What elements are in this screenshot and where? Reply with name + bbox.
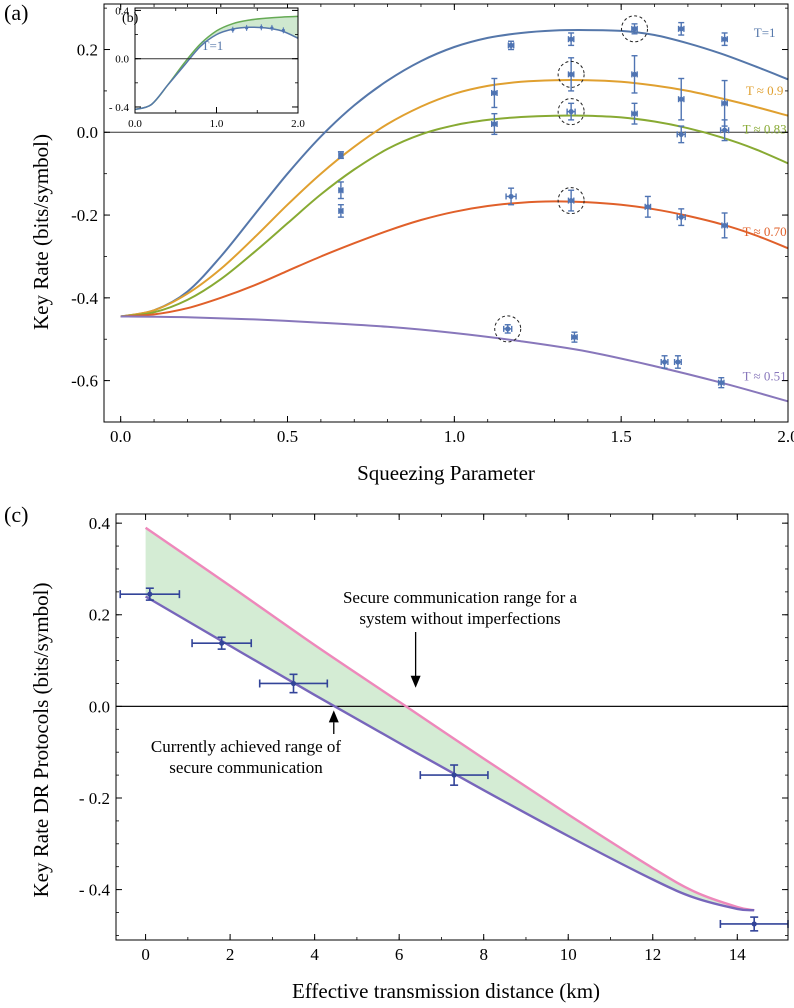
c-point: [452, 772, 457, 777]
a-point-0: [338, 152, 343, 157]
b-point: [231, 28, 234, 31]
panel-a-ylabel: Key Rate (bits/symbol): [29, 134, 53, 330]
a-xtick-label: 2.0: [777, 427, 794, 446]
a-point-4: [719, 380, 724, 385]
a-xtick-label: 0.5: [277, 427, 298, 446]
c-xtick-label: 12: [644, 945, 661, 964]
a-point-0: [679, 26, 684, 31]
b-xtick-label: 1.0: [210, 118, 224, 130]
annotation-achieved-line-1: Currently achieved range of: [151, 737, 342, 756]
a-xtick-label: 0.0: [110, 427, 131, 446]
a-point-1: [679, 97, 684, 102]
a-point-1: [569, 72, 574, 77]
a-ytick-label: -0.6: [71, 372, 98, 391]
a-series-label-0: T=1: [754, 25, 776, 40]
c-annotation-arrowhead-achieved: [329, 710, 339, 722]
a-point-1: [632, 72, 637, 77]
a-ytick-label: 0.0: [77, 123, 98, 142]
a-point-4: [572, 335, 577, 340]
b-xtick-label: 2.0: [291, 118, 305, 130]
a-ytick-label: -0.4: [71, 289, 98, 308]
c-ytick-label: - 0.2: [79, 789, 110, 808]
a-point-4: [505, 326, 510, 331]
a-point-3: [679, 215, 684, 220]
a-point-0: [508, 43, 513, 48]
b-point: [282, 29, 285, 32]
b-series-label: T=1: [202, 38, 224, 53]
a-ytick-label: 0.2: [77, 40, 98, 59]
b-xtick-label: 0.0: [128, 118, 142, 130]
a-series-label-3: T ≈ 0.70: [743, 224, 787, 239]
a-point-0: [632, 26, 637, 31]
c-xtick-label: 2: [226, 945, 235, 964]
b-point: [270, 26, 273, 29]
annotation-ideal-line-2: system without imperfections: [359, 609, 560, 628]
a-ytick-label: -0.2: [71, 206, 98, 225]
a-point-3: [508, 194, 513, 199]
a-point-3: [645, 204, 650, 209]
c-ytick-label: - 0.4: [79, 881, 111, 900]
a-xtick-label: 1.0: [444, 427, 465, 446]
a-point-3: [722, 223, 727, 228]
b-ytick-label: 0.0: [115, 54, 129, 66]
b-ytick-label: - 0.4: [109, 102, 130, 114]
annotation-ideal-line-1: Secure communication range for a: [343, 588, 578, 607]
panel-b-label: (b): [122, 11, 139, 26]
c-ytick-label: 0.2: [89, 606, 110, 625]
a-point-1: [492, 90, 497, 95]
a-xtick-label: 1.5: [611, 427, 632, 446]
a-point-2: [679, 132, 684, 137]
a-point-2: [338, 208, 343, 213]
a-point-1: [338, 188, 343, 193]
a-series-label-4: T ≈ 0.51: [743, 369, 787, 384]
c-xtick-label: 10: [560, 945, 577, 964]
c-point: [147, 592, 152, 597]
c-point: [291, 681, 296, 686]
c-xtick-label: 6: [395, 945, 404, 964]
a-curve-1: [121, 80, 788, 317]
panel-c-label: (c): [4, 502, 28, 527]
a-curve-4: [121, 317, 788, 402]
c-secure-area: [146, 528, 755, 911]
a-point-0: [569, 37, 574, 42]
panel-c-ylabel: Key Rate DR Protocols (bits/symbol): [29, 583, 53, 898]
a-series-label-2: T ≈ 0.83: [743, 122, 787, 137]
a-point-4: [662, 359, 667, 364]
a-point-1: [722, 101, 727, 106]
c-ideal-curve: [146, 528, 755, 911]
b-point: [260, 26, 263, 29]
c-xtick-label: 14: [729, 945, 747, 964]
a-point-0: [722, 37, 727, 42]
c-annotation-arrowhead-ideal: [411, 676, 421, 688]
a-curve-3: [121, 201, 788, 316]
c-xtick-label: 8: [479, 945, 488, 964]
c-xtick-label: 4: [310, 945, 319, 964]
annotation-achieved-line-2: secure communication: [169, 758, 323, 777]
a-point-2: [632, 111, 637, 116]
panel-a-xlabel: Squeezing Parameter: [357, 461, 535, 485]
c-ytick-label: 0.0: [89, 697, 110, 716]
a-point-2: [722, 128, 727, 133]
panel-a-label: (a): [4, 0, 28, 25]
a-point-2: [569, 109, 574, 114]
a-series-label-1: T ≈ 0.9: [746, 83, 784, 98]
a-point-2: [492, 121, 497, 126]
c-ytick-label: 0.4: [89, 514, 111, 533]
panel-c-xlabel: Effective transmission distance (km): [292, 979, 600, 1003]
c-xtick-label: 0: [141, 945, 150, 964]
c-point: [219, 641, 224, 646]
c-point: [752, 921, 757, 926]
a-point-4: [675, 359, 680, 364]
b-point: [245, 26, 248, 29]
a-point-3: [569, 198, 574, 203]
